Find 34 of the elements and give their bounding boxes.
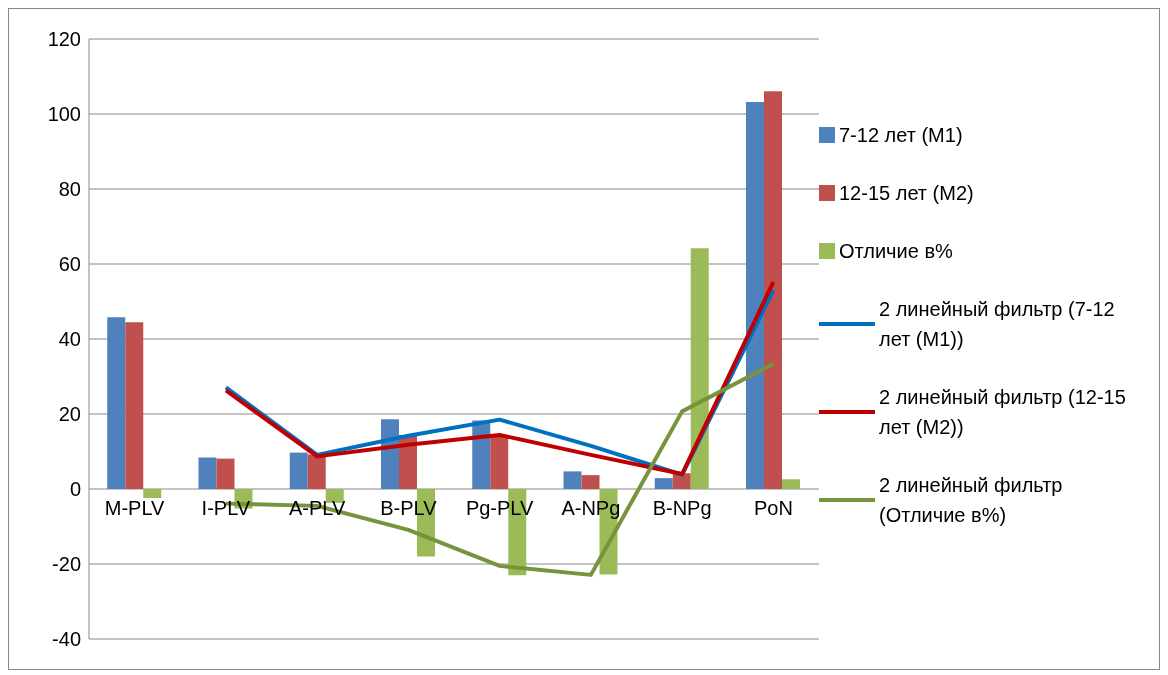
bar: [307, 454, 326, 489]
y-tick-label: -40: [52, 628, 81, 651]
bar: [764, 91, 782, 489]
bar: [563, 471, 582, 489]
x-tick-label: I-PLV: [201, 497, 251, 519]
bar: [143, 489, 162, 498]
y-tick-label: -20: [52, 553, 81, 576]
legend-label: Отличие в%: [839, 239, 953, 264]
bar: [782, 479, 800, 489]
legend-label: 7-12 лет (M1): [839, 123, 963, 148]
bar: [581, 475, 600, 489]
x-tick-label: B-NPg: [652, 497, 712, 519]
bar: [746, 102, 764, 489]
y-tick-label: 0: [69, 478, 81, 501]
y-tick-label: 60: [58, 253, 81, 276]
legend-label: 2 линейный фильтр (7-12 лет (M1)): [879, 297, 1116, 352]
y-tick-label: 40: [58, 328, 81, 351]
x-tick-label: PoN: [753, 497, 793, 519]
bar: [125, 322, 144, 489]
legend-label: 2 линейный фильтр (12-15 лет (M2)): [879, 385, 1127, 440]
y-tick-label: 80: [58, 178, 81, 201]
y-tick-label: 120: [47, 28, 81, 51]
bar: [490, 435, 509, 489]
bar: [107, 317, 126, 489]
legend-label: 12-15 лет (M2): [839, 181, 974, 206]
y-tick-label: 20: [58, 403, 81, 426]
x-tick-label: M-PLV: [104, 497, 166, 519]
bar: [198, 457, 217, 489]
bar: [216, 458, 235, 489]
bar: [654, 478, 673, 489]
y-tick-label: 100: [47, 103, 81, 126]
legend-label: 2 линейный фильтр (Отличие в%): [879, 473, 1064, 528]
bar: [289, 452, 308, 489]
bar: [690, 248, 709, 489]
